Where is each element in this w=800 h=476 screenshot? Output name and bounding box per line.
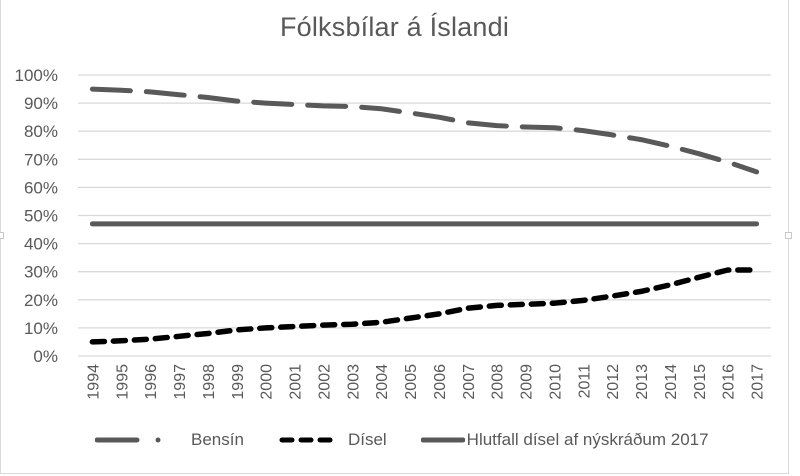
x-axis-labels: 1994 1995 1996 1997 1998 1999 2000 2001 2002 2003… [85,364,766,400]
legend-label: Dísel [347,430,387,449]
x-tick-label: 1997 [172,364,189,400]
y-tick-label: 20% [24,291,58,310]
x-tick-label: 1996 [143,364,160,400]
x-tick-label: 2009 [519,364,536,400]
series-line-short-dash[interactable] [89,267,760,345]
y-tick-label: 30% [24,263,58,282]
legend: Bensín Dísel Hlutfall dísel af nýskráðum… [95,428,743,452]
x-tick-label: 2006 [432,364,449,400]
series-line-long-dash[interactable] [89,86,760,175]
y-tick-label: 50% [24,207,58,226]
y-tick-label: 100% [15,66,58,85]
x-tick-label: 2001 [288,364,305,400]
y-tick-label: 0% [33,347,58,366]
legend-label: Bensín [191,430,244,449]
x-tick-label: 2003 [345,364,362,400]
x-tick-label: 2017 [750,364,767,400]
solid-line-icon [420,437,465,443]
y-tick-label: 70% [24,150,58,169]
x-tick-label: 1994 [85,364,102,400]
legend-item-disel[interactable]: Dísel [278,430,387,450]
legend-item-bensin[interactable]: Bensín [95,430,244,450]
x-tick-label: 2000 [259,364,276,400]
y-tick-label: 60% [24,178,58,197]
x-tick-label: 2014 [663,364,680,400]
y-tick-label: 10% [24,319,58,338]
series-lines [89,86,760,345]
chart-title: Fólksbílar á Íslandi [279,12,510,42]
x-tick-label: 1998 [201,364,218,400]
x-tick-label: 2005 [403,364,420,400]
short-dash-line-icon [279,437,341,443]
resize-handle-left[interactable] [0,232,4,239]
y-tick-label: 90% [24,94,58,113]
x-tick-label: 2007 [461,364,478,400]
x-tick-label: 2010 [547,364,564,400]
resize-handle-right[interactable] [785,232,792,239]
x-tick-label: 2011 [576,364,593,399]
legend-label: Hlutfall dísel af nýskráðum 2017 [466,430,709,449]
y-axis-labels: 0% 10% 20% 30% 40% 50% 60% 70% 80% 90% 100% [15,66,58,366]
x-tick-label: 2008 [490,364,507,400]
x-tick-label: 2004 [374,364,391,400]
x-tick-label: 1999 [230,364,247,400]
x-tick-label: 2012 [605,364,622,400]
long-dash-line-icon [95,437,161,443]
x-tick-label: 2016 [721,364,738,400]
y-tick-label: 40% [24,235,58,254]
legend-item-hlutfall[interactable]: Hlutfall dísel af nýskráðum 2017 [420,430,709,450]
x-tick-label: 2002 [316,364,333,400]
x-tick-label: 2015 [692,364,709,400]
gridlines [78,74,771,357]
plot-area: 0%10%20%30%40%50%60%70%80%90%100% 1994 19… [15,66,771,400]
y-tick-label: 80% [24,122,58,141]
x-tick-label: 2013 [634,364,651,400]
x-tick-label: 1995 [114,364,131,400]
